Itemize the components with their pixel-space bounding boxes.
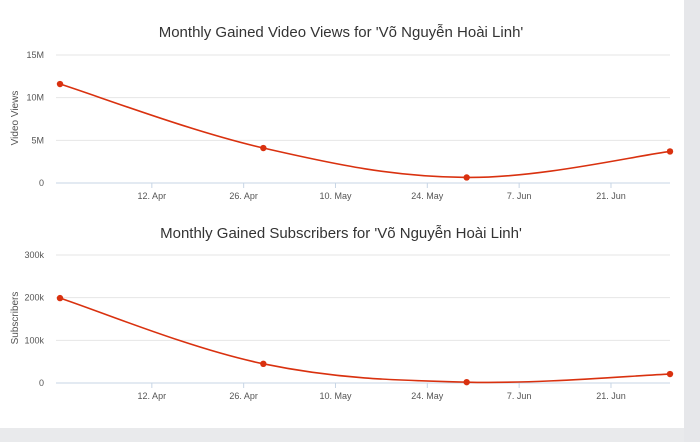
views-y-tick-label: 10M [26, 93, 44, 103]
views-x-tick-label: 21. Jun [596, 191, 626, 201]
views-x-tick-label: 10. May [319, 191, 352, 201]
views-series-line [59, 83, 671, 179]
views-y-axis-label: Video Views [10, 91, 21, 146]
views-x-tick-label: 7. Jun [507, 191, 532, 201]
subscribers-series [56, 294, 674, 386]
subscribers-x-tick-label: 21. Jun [596, 391, 626, 401]
subscribers-data-point[interactable] [260, 360, 267, 367]
views-y-tick-label: 0 [39, 178, 44, 188]
views-series [56, 80, 674, 181]
subscribers-y-tick-label: 100k [24, 335, 44, 345]
subscribers-chart: Monthly Gained Subscribers for 'Võ Nguyễ… [10, 225, 674, 401]
subscribers-y-tick-label: 200k [24, 293, 44, 303]
subscribers-x-tick-label: 7. Jun [507, 391, 532, 401]
subscribers-x-tick-label: 12. Apr [138, 391, 167, 401]
views-gridlines [56, 54, 670, 184]
views-x-ticks: 12. Apr 26. Apr 10. May 24. May 7. Jun 21. Ju… [138, 183, 626, 201]
subscribers-data-point[interactable] [666, 370, 674, 378]
subscribers-y-tick-label: 0 [39, 378, 44, 388]
subscribers-x-ticks: 12. Apr 26. Apr 10. May 24. May 7. Jun 21. Ju… [138, 383, 626, 401]
subscribers-data-point[interactable] [463, 378, 470, 386]
views-x-tick-label: 12. Apr [138, 191, 167, 201]
subscribers-data-point[interactable] [56, 294, 64, 302]
subscribers-x-tick-label: 10. May [319, 391, 352, 401]
views-x-tick-label: 24. May [411, 191, 444, 201]
subscribers-x-tick-label: 24. May [411, 391, 444, 401]
subscribers-y-axis-label: Subscribers [10, 292, 21, 345]
right-scroll-track [684, 0, 700, 442]
views-y-tick-label: 15M [26, 50, 44, 60]
subscribers-y-ticks: 0 100k 200k 300k [24, 250, 44, 388]
views-chart-title: Monthly Gained Video Views for 'Võ Nguyễ… [159, 24, 524, 41]
views-data-point[interactable] [56, 80, 64, 88]
views-x-tick-label: 26. Apr [229, 191, 258, 201]
views-y-ticks: 0 5M 10M 15M [26, 50, 44, 188]
views-data-point[interactable] [463, 174, 470, 181]
subscribers-y-tick-label: 300k [24, 250, 44, 260]
subscribers-gridlines [56, 254, 670, 384]
subscribers-series-line [59, 297, 671, 384]
views-y-tick-label: 5M [31, 135, 44, 145]
subscribers-x-tick-label: 26. Apr [229, 391, 258, 401]
subscribers-chart-title: Monthly Gained Subscribers for 'Võ Nguyễ… [160, 225, 522, 242]
views-chart: Monthly Gained Video Views for 'Võ Nguyễ… [10, 24, 674, 201]
views-data-point[interactable] [260, 144, 267, 152]
views-data-point[interactable] [666, 148, 674, 155]
page-background [0, 0, 684, 428]
